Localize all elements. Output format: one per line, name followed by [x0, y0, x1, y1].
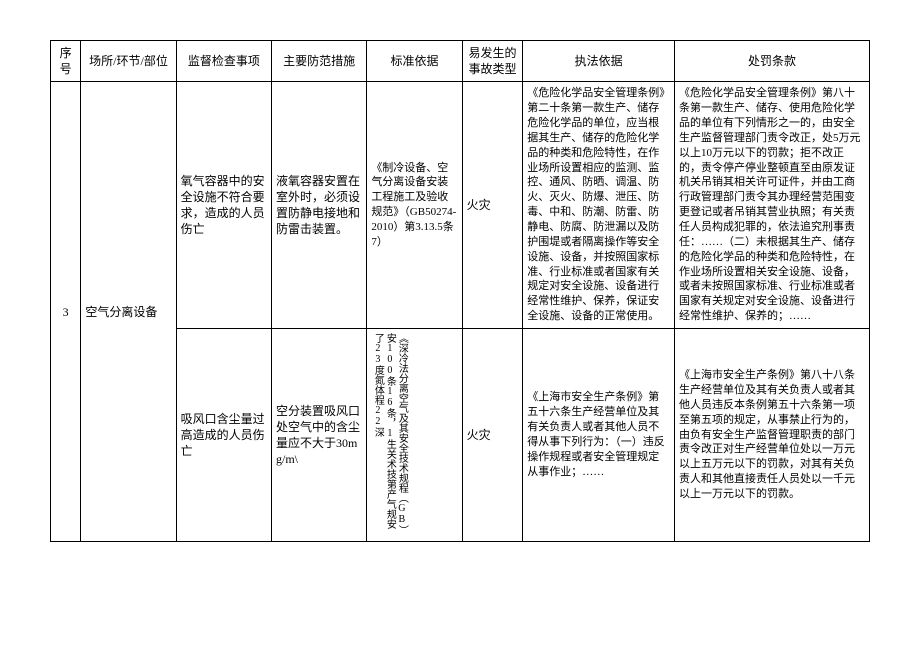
- cell-check: 氧气容器中的安全设施不符合要求，造成的人员伤亡: [176, 82, 271, 329]
- cell-acc: 火灾: [462, 82, 523, 329]
- col-place-header: 场所/环节/部位: [81, 41, 176, 82]
- col-seq-header: 序号: [51, 41, 81, 82]
- col-law-header: 执法依据: [523, 41, 675, 82]
- cell-pen: 《危险化学品安全管理条例》第八十条第一款生产、储存、使用危险化学品的单位有下列情…: [674, 82, 869, 329]
- cell-law: 《危险化学品安全管理条例》第二十条第一款生产、储存危险化学品的单位，应当根据其生…: [523, 82, 675, 329]
- cell-law: 《上海市安全生产条例》第五十六条生产经营单位及其有关负责人或者其他人员不得从事下…: [523, 328, 675, 541]
- cell-measure: 空分装置吸风口处空气中的含尘量应不大于30mg/m\: [271, 328, 366, 541]
- cell-std: 《制冷设备、空气分离设备安装工程施工及验收规范》（GB50274-2010）第3…: [367, 82, 462, 329]
- regulation-table: 序号 场所/环节/部位 监督检查事项 主要防范措施 标准依据 易发生的事故类型 …: [50, 40, 870, 542]
- document-page: 序号 场所/环节/部位 监督检查事项 主要防范措施 标准依据 易发生的事故类型 …: [0, 0, 920, 651]
- col-acc-header: 易发生的事故类型: [462, 41, 523, 82]
- cell-place: 空气分离设备: [81, 82, 176, 542]
- cell-seq: 3: [51, 82, 81, 542]
- cell-pen: 《上海市安全生产条例》第八十八条生产经营单位及其有关负责人或者其他人员违反本条例…: [674, 328, 869, 541]
- table-header-row: 序号 场所/环节/部位 监督检查事项 主要防范措施 标准依据 易发生的事故类型 …: [51, 41, 870, 82]
- cell-check: 吸风口含尘量过高造成的人员伤亡: [176, 328, 271, 541]
- col-measure-header: 主要防范措施: [271, 41, 366, 82]
- col-std-header: 标准依据: [367, 41, 462, 82]
- cell-measure: 液氧容器安置在室外时，必须设置防静电接地和防雷击装置。: [271, 82, 366, 329]
- cell-acc: 火灾: [462, 328, 523, 541]
- col-check-header: 监督检查事项: [176, 41, 271, 82]
- cell-std: 《深冷法分离空气及其安全技术规程（GB）安100条16条，1生关术技第产气规安了…: [367, 328, 462, 541]
- col-pen-header: 处罚条款: [674, 41, 869, 82]
- table-row: 3 空气分离设备 氧气容器中的安全设施不符合要求，造成的人员伤亡 液氧容器安置在…: [51, 82, 870, 329]
